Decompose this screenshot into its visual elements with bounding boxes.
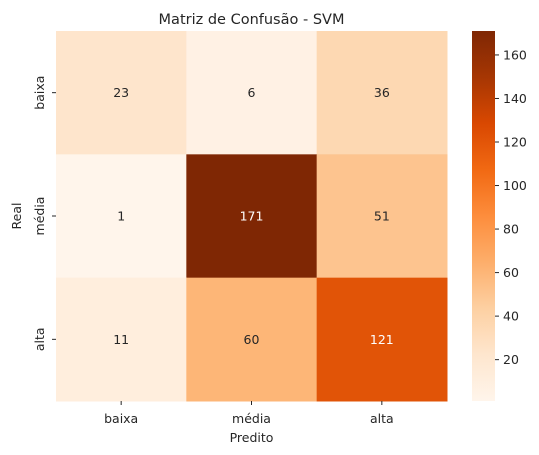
colorbar-tick-label: 160	[503, 47, 527, 62]
heatmap-cell	[316, 154, 448, 279]
cell-value-label: 51	[374, 209, 390, 224]
colorbar-tick-label: 140	[503, 91, 527, 106]
x-tick-label: alta	[370, 411, 394, 426]
cell-value-label: 1	[117, 209, 125, 224]
colorbar-tick-label: 60	[503, 265, 519, 280]
colorbar-tick-label: 120	[503, 135, 527, 150]
cell-value-label: 6	[248, 85, 256, 100]
chart-title: Matriz de Confusão - SVM	[159, 12, 345, 28]
heatmap-cell	[56, 31, 187, 155]
colorbar-tick-label: 20	[503, 352, 519, 367]
heatmap-cells: 23 6 36 1 171 51 11 60 121	[56, 31, 448, 402]
y-tick-label: média	[32, 197, 47, 236]
heatmap-cell	[186, 277, 318, 402]
heatmap-cell	[186, 154, 318, 279]
x-tick-label: média	[232, 411, 271, 426]
x-tick-label: baixa	[104, 411, 138, 426]
colorbar-tick-label: 100	[503, 178, 527, 193]
colorbar	[472, 31, 495, 401]
y-axis-ticks: baixa média alta	[32, 76, 56, 351]
heatmap-cell	[56, 277, 187, 402]
cell-value-label: 36	[374, 85, 390, 100]
x-axis-label: Predito	[230, 430, 274, 445]
colorbar-tick-label: 80	[503, 222, 519, 237]
y-tick-label: baixa	[32, 76, 47, 110]
cell-value-label: 171	[240, 209, 264, 224]
colorbar-ticks: 20 40 60 80 100 120 140 160	[495, 47, 527, 367]
colorbar-tick-label: 40	[503, 309, 519, 324]
heatmap-cell	[316, 277, 448, 402]
cell-value-label: 60	[244, 332, 260, 347]
cell-value-label: 23	[113, 85, 129, 100]
y-axis-label: Real	[9, 203, 24, 230]
y-tick-label: alta	[32, 327, 47, 351]
heatmap-cell	[186, 31, 318, 155]
heatmap-cell	[316, 31, 448, 155]
cell-value-label: 121	[370, 332, 394, 347]
cell-value-label: 11	[113, 332, 129, 347]
heatmap-cell	[56, 154, 187, 279]
x-axis-ticks: baixa média alta	[104, 401, 394, 426]
